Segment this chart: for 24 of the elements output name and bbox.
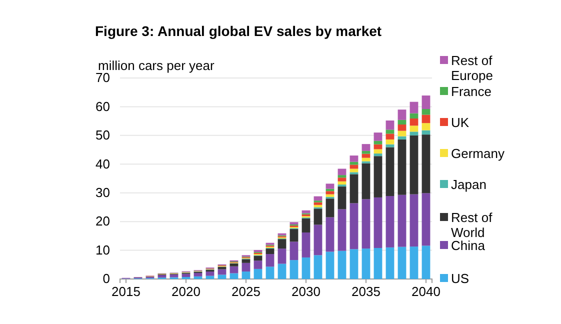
legend-label: Japan (451, 177, 486, 192)
y-tick-label: 70 (96, 70, 110, 86)
x-tick-label: 2030 (292, 284, 320, 300)
y-tick-label: 0 (102, 271, 110, 286)
y-tick-label: 30 (96, 185, 110, 200)
x-tick-label: 2020 (172, 284, 200, 300)
y-tick-label: 50 (96, 128, 110, 143)
legend-label: UK (451, 115, 470, 130)
legend-label: Rest of Europe (451, 53, 493, 83)
x-tick-label: 2025 (232, 284, 260, 300)
y-tick-label: 40 (96, 156, 110, 172)
legend-label: China (451, 238, 486, 253)
legend-label: US (451, 271, 470, 286)
legend-label: Rest of World (451, 210, 493, 240)
y-tick-label: 20 (96, 214, 110, 229)
y-tick-label: 10 (96, 242, 110, 258)
legend-label: Germany (451, 146, 505, 161)
y-axis-title: million cars per year (98, 58, 215, 73)
x-tick-label: 2035 (352, 284, 380, 300)
y-tick-label: 60 (96, 98, 110, 114)
legend-label: France (451, 84, 492, 99)
x-tick-label: 2040 (412, 284, 440, 300)
x-tick-label: 2015 (112, 284, 140, 300)
chart-title: Figure 3: Annual global EV sales by market (95, 23, 382, 39)
